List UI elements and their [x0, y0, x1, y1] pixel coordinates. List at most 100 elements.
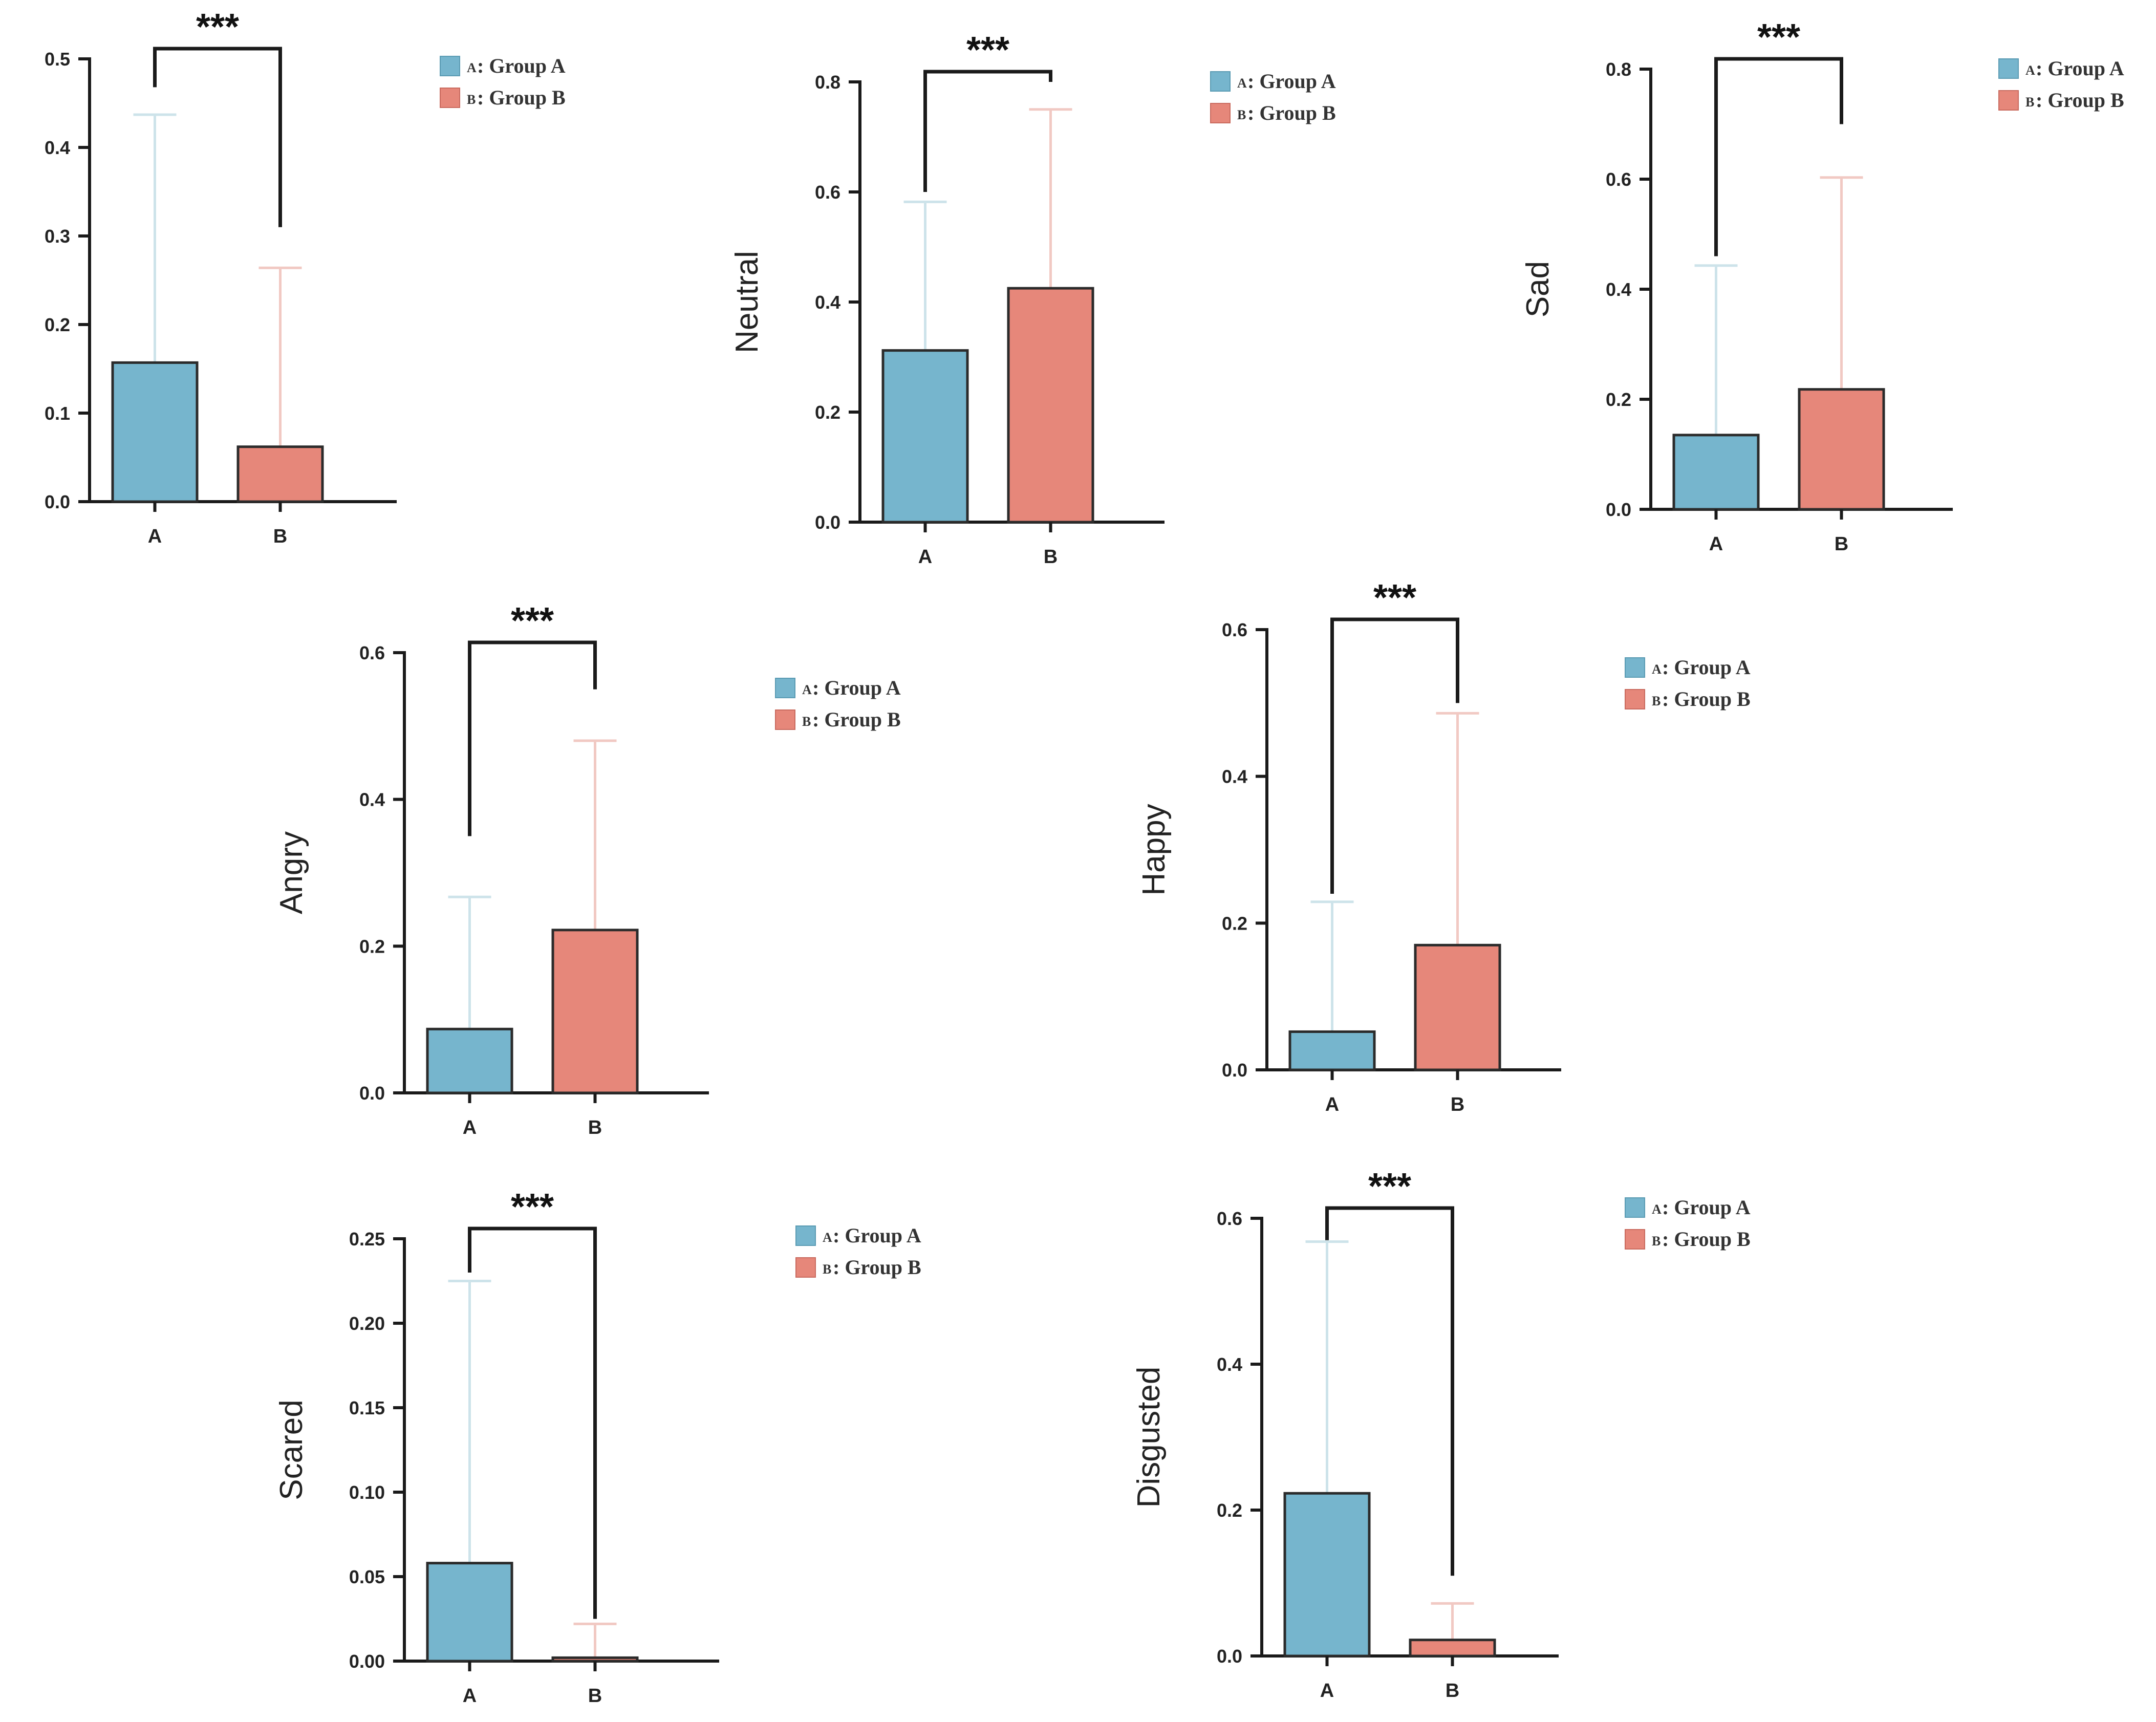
bar-b: [1414, 943, 1501, 1071]
y-tick-label: 0.8: [1606, 59, 1631, 80]
y-tick-label: 0.6: [1606, 169, 1631, 190]
x-tick-label-a: A: [918, 546, 932, 568]
significance-label: ***: [511, 600, 554, 641]
y-tick-label: 0.00: [349, 1651, 385, 1672]
legend-label-a: : Group A: [1662, 1196, 1751, 1219]
y-tick-label: 0.4: [1222, 766, 1247, 787]
legend-key-a: A: [467, 60, 477, 75]
significance-bracket: [1714, 57, 1843, 256]
legend-key-b: B: [2025, 95, 2034, 110]
legend-key-b: B: [802, 714, 811, 729]
legend-label-a: : Group A: [477, 54, 566, 77]
legend-swatch-a: [1998, 58, 2019, 79]
x-tick-label-b: B: [1835, 533, 1848, 555]
bar-b: [1409, 1639, 1496, 1658]
y-tick-label: 0.6: [359, 642, 385, 663]
x-tick-label-a: A: [1709, 533, 1723, 555]
legend-label-a: : Group A: [2036, 57, 2124, 80]
legend-swatch-b: [1625, 689, 1645, 709]
bar-a: [1283, 1492, 1371, 1658]
y-tick-label: 0.1: [45, 403, 70, 424]
legend-key-a: A: [823, 1230, 832, 1245]
bar-b: [551, 1656, 639, 1663]
significance-label: ***: [1757, 17, 1800, 58]
legend-swatch-a: [1625, 657, 1645, 678]
legend-key-a: A: [1652, 662, 1662, 677]
y-tick-label: 0.4: [45, 137, 70, 158]
y-tick-label: 0.0: [1217, 1646, 1242, 1667]
legend-swatch-a: [1625, 1197, 1645, 1218]
y-axis-title: Happy: [1136, 804, 1172, 895]
y-tick-label: 0.2: [45, 314, 70, 335]
legend-swatch-b: [795, 1257, 816, 1278]
y-axis-title: Scared: [274, 1400, 309, 1500]
bar-b: [551, 929, 639, 1094]
y-tick-label: 0.2: [1606, 389, 1631, 410]
bar-a: [111, 361, 199, 503]
significance-bracket: [468, 1226, 597, 1619]
significance-bracket: [153, 47, 282, 227]
x-tick-label-b: B: [1044, 546, 1058, 568]
y-tick-label: 0.6: [815, 182, 840, 203]
x-tick-label-b: B: [1446, 1680, 1459, 1702]
y-tick-label: 0.3: [45, 226, 70, 247]
legend-key-b: B: [1652, 694, 1661, 708]
legend-key-b: B: [1652, 1234, 1661, 1249]
x-tick-label-a: A: [463, 1685, 477, 1707]
y-tick-label: 0.4: [815, 292, 840, 313]
y-tick-label: 0.0: [815, 512, 840, 533]
legend-key-a: A: [1237, 76, 1247, 91]
significance-label: ***: [966, 30, 1009, 71]
bar-b: [1007, 287, 1094, 524]
significance-label: ***: [1373, 577, 1416, 618]
significance-label: ***: [196, 7, 239, 48]
y-tick-label: 0.0: [359, 1083, 385, 1104]
legend-label-a: : Group A: [833, 1224, 921, 1247]
y-tick-label: 0.0: [1222, 1060, 1247, 1081]
chart-panel-surprised: 0.00.10.20.30.40.5SurprisedAB***A: Group…: [45, 7, 566, 547]
significance-label: ***: [1368, 1166, 1411, 1207]
y-tick-label: 0.0: [1606, 499, 1631, 520]
bar-a: [1288, 1030, 1376, 1071]
x-tick-label-a: A: [148, 526, 162, 547]
bar-b: [1798, 388, 1885, 511]
x-tick-label-a: A: [463, 1117, 477, 1138]
legend-key-b: B: [823, 1262, 831, 1277]
legend-label-b: : Group B: [1247, 101, 1336, 124]
legend-key-b: B: [1237, 107, 1246, 122]
y-tick-label: 0.6: [1217, 1208, 1242, 1229]
legend-key-a: A: [2025, 63, 2035, 78]
legend-swatch-a: [795, 1225, 816, 1246]
y-axis-title: Neutral: [729, 251, 765, 353]
legend-label-b: : Group B: [1662, 1228, 1751, 1251]
y-axis-title: Sad: [1520, 261, 1556, 317]
bar-a: [426, 1027, 513, 1094]
bar-a: [881, 349, 969, 524]
y-tick-label: 0.10: [349, 1482, 385, 1503]
x-tick-label-b: B: [588, 1685, 602, 1707]
y-tick-label: 0.4: [1217, 1354, 1242, 1375]
legend-label-b: : Group B: [1662, 687, 1751, 711]
x-tick-label-a: A: [1320, 1680, 1334, 1702]
legend-swatch-b: [775, 709, 795, 730]
legend-label-a: : Group A: [1662, 656, 1751, 679]
significance-bracket: [923, 70, 1052, 192]
legend-label-b: : Group B: [2036, 89, 2124, 112]
legend-swatch-b: [1210, 103, 1231, 123]
y-tick-label: 0.25: [349, 1229, 385, 1250]
legend-label-b: : Group B: [812, 708, 901, 731]
bar-a: [1672, 434, 1760, 511]
legend-swatch-a: [775, 678, 795, 698]
y-tick-label: 0.2: [815, 402, 840, 423]
y-axis-title: Angry: [274, 831, 309, 914]
y-tick-label: 0.2: [359, 936, 385, 957]
bar-a: [426, 1562, 513, 1663]
legend-swatch-a: [1210, 71, 1231, 92]
significance-label: ***: [511, 1187, 554, 1228]
legend-swatch-b: [1625, 1229, 1645, 1250]
